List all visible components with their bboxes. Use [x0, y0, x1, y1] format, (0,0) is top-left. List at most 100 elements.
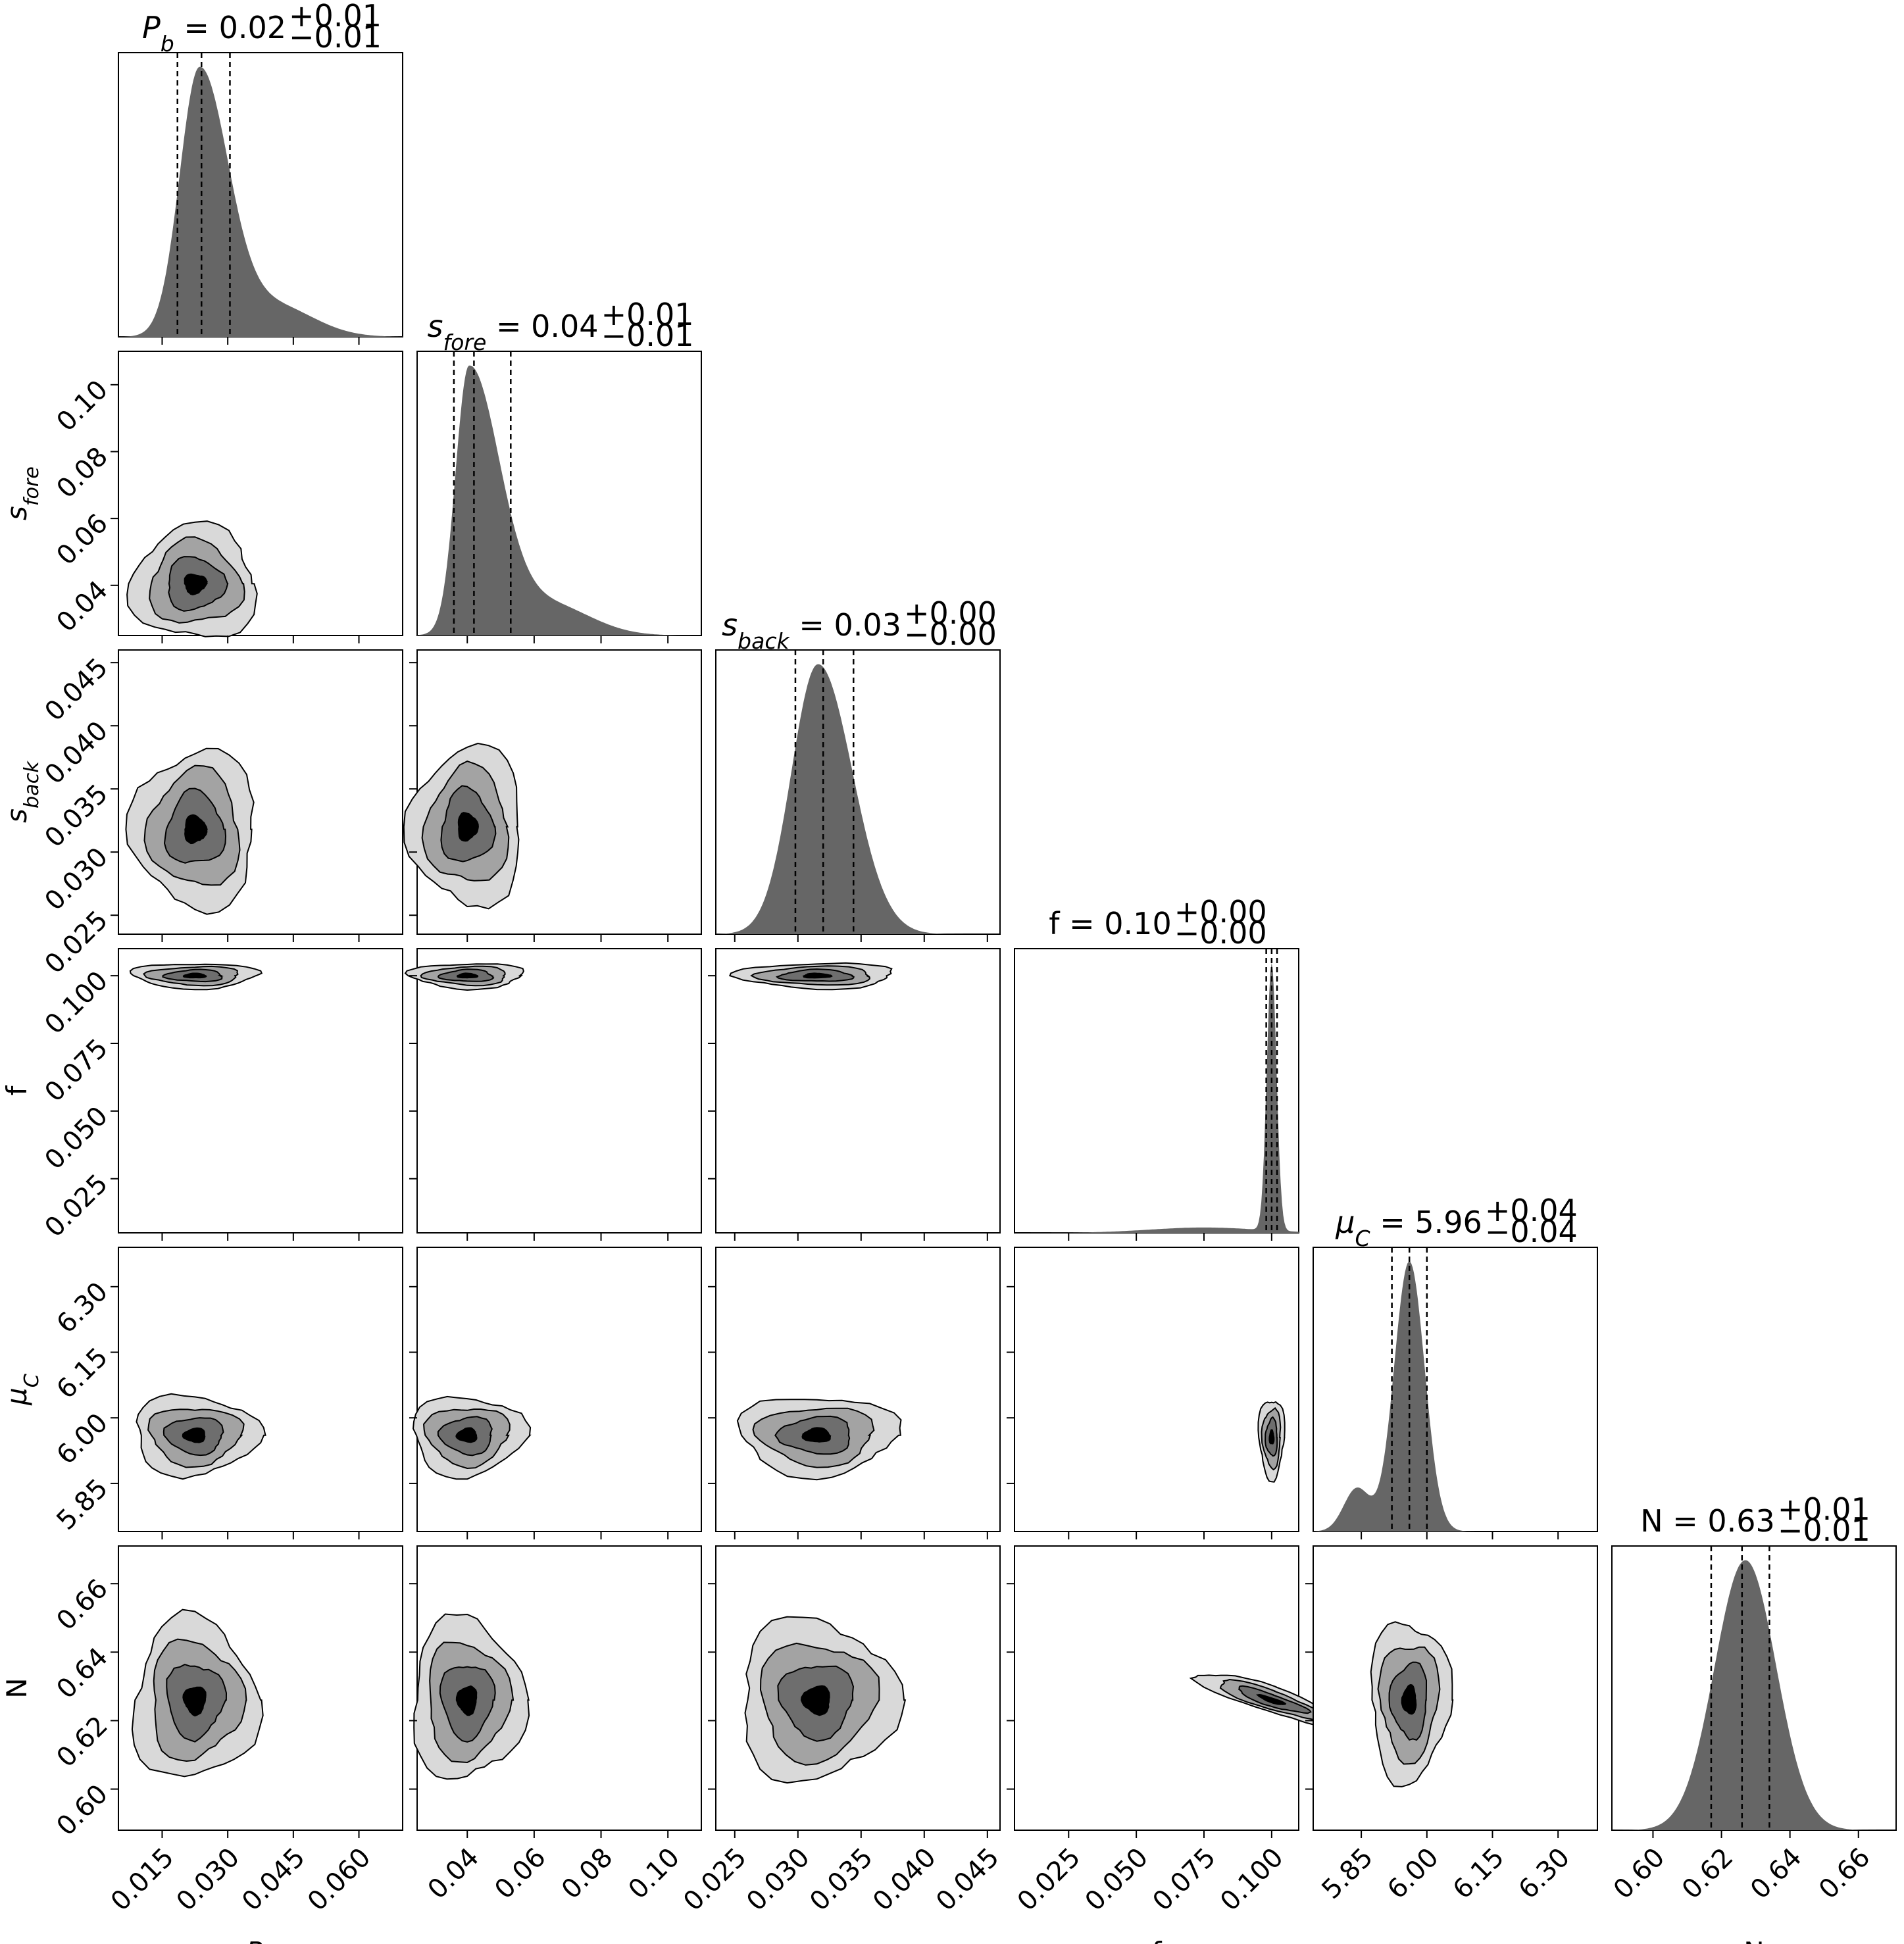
x-axis-label-sback: sback: [827, 1936, 889, 1944]
title-minus-error: −0.00: [904, 616, 997, 652]
contour-panel-sback-f: [708, 948, 1001, 1241]
title-sfore: sfore = 0.04: [427, 309, 598, 355]
panel-frame: [118, 1247, 403, 1532]
title-minus-error: −0.01: [1778, 1512, 1870, 1548]
y-tick-label: 0.06: [51, 509, 114, 572]
y-tick-label: 0.025: [39, 905, 114, 980]
histogram-fill: [118, 66, 403, 337]
x-tick-label: 0.64: [1745, 1842, 1808, 1905]
contour-panel-Pb-muC: [111, 1247, 403, 1539]
contour-level-4: [1255, 1693, 1287, 1705]
contour-panel-Pb-N: [111, 1545, 403, 1838]
x-tick-label: 0.66: [1813, 1842, 1876, 1905]
y-tick-label: 0.62: [51, 1710, 114, 1774]
y-tick-label: 0.025: [39, 1168, 114, 1243]
contour-panel-sfore-muC: [409, 1247, 702, 1539]
contour-panel-Pb-sfore: [111, 351, 403, 643]
histogram-fill: [417, 365, 701, 636]
x-tick-label: 0.030: [171, 1842, 246, 1917]
contour-panel-f-muC: [1007, 1247, 1299, 1539]
y-tick-label: 0.050: [39, 1101, 114, 1176]
x-axis-label-N: N: [1743, 1936, 1764, 1944]
y-tick-label: 6.30: [51, 1276, 114, 1339]
contour-panel-sback-muC: [708, 1247, 1001, 1539]
histogram-panel-muC: μC = 5.96 +0.04−0.04: [1313, 1193, 1598, 1539]
title-plus-error: +0.01: [289, 0, 382, 34]
x-tick-label: 5.85: [1316, 1842, 1379, 1905]
panel-frame: [715, 948, 1001, 1234]
title-muC: μC = 5.96: [1335, 1205, 1482, 1251]
histogram-fill: [1015, 962, 1299, 1233]
title-minus-error: −0.01: [601, 318, 694, 353]
contour-panel-sfore-f: [404, 948, 702, 1241]
contour-panel-Pb-sback: [111, 649, 403, 942]
contour-level-4: [182, 1686, 207, 1717]
title-minus-error: −0.01: [289, 19, 382, 55]
y-tick-label: 6.15: [51, 1342, 114, 1405]
x-tick-label: 0.050: [1080, 1842, 1155, 1917]
histogram-panel-sback: sback = 0.03 +0.00−0.00: [715, 595, 1001, 942]
x-tick-label: 6.30: [1513, 1842, 1576, 1905]
contour-level-4: [455, 1685, 478, 1716]
x-tick-label: 0.045: [930, 1842, 1005, 1917]
x-tick-label: 0.06: [489, 1842, 552, 1905]
contour-level-4: [455, 1427, 478, 1443]
panel-frame: [118, 948, 403, 1234]
x-tick-label: 0.62: [1676, 1842, 1740, 1905]
title-f: f = 0.10: [1049, 906, 1171, 941]
contour-level-4: [182, 1427, 206, 1443]
contour-panel-sfore-N: [409, 1545, 702, 1838]
title-plus-error: +0.01: [1778, 1491, 1870, 1527]
panel-frame: [1313, 1545, 1598, 1831]
contour-level-4: [802, 972, 833, 979]
y-axis-label-muC: μC: [1, 1374, 43, 1406]
y-axis-label-f: f: [1, 1085, 33, 1095]
x-tick-label: 0.015: [105, 1842, 180, 1917]
contour-panel-Pb-f: [111, 948, 403, 1241]
x-axis-label-sfore: sfore: [532, 1936, 586, 1944]
title-minus-error: −0.00: [1174, 915, 1267, 951]
x-tick-label: 0.60: [1608, 1842, 1671, 1905]
x-axis-label-Pb: Pb: [246, 1936, 276, 1944]
x-tick-label: 0.100: [1215, 1842, 1290, 1917]
histogram-panel-N: N = 0.63 +0.01−0.01: [1611, 1491, 1897, 1838]
y-axis-label-sfore: sfore: [1, 466, 43, 520]
y-tick-label: 0.08: [51, 441, 114, 505]
histogram-panel-sfore: sfore = 0.04 +0.01−0.01: [416, 297, 702, 643]
panel-frame: [715, 1247, 1001, 1532]
x-tick-label: 6.00: [1382, 1842, 1445, 1905]
title-plus-error: +0.04: [1485, 1193, 1578, 1228]
x-tick-label: 0.030: [741, 1842, 816, 1917]
panel-frame: [416, 948, 702, 1234]
panel-frame: [1014, 948, 1299, 1234]
contour-panel-f-N: [1007, 1545, 1355, 1838]
panel-frame: [416, 1247, 702, 1532]
y-tick-label: 0.035: [39, 779, 114, 854]
y-axis-label-sback: sback: [1, 760, 43, 823]
x-tick-label: 0.10: [623, 1842, 686, 1905]
histogram-fill: [1313, 1261, 1597, 1532]
title-Pb: Pb = 0.02: [142, 10, 286, 57]
y-axis-label-N: N: [1, 1678, 33, 1698]
contour-level-4: [184, 814, 208, 845]
x-tick-label: 6.15: [1447, 1842, 1511, 1905]
title-plus-error: +0.00: [1174, 894, 1267, 930]
contour-panel-sfore-sback: [403, 649, 702, 942]
title-N: N = 0.63: [1640, 1503, 1775, 1539]
x-tick-label: 0.025: [1012, 1842, 1087, 1917]
x-axis-N: 0.600.620.640.66 N: [1608, 1842, 1876, 1944]
y-tick-label: 0.045: [39, 653, 114, 728]
y-tick-label: 0.040: [39, 716, 114, 791]
contour-level-4: [456, 972, 479, 979]
contour-level-4: [184, 573, 209, 596]
contour-level-4: [457, 812, 479, 842]
y-tick-label: 0.60: [51, 1779, 114, 1842]
x-tick-label: 0.075: [1147, 1842, 1222, 1917]
contour-panel-muC-N: [1305, 1545, 1598, 1838]
panel-frame: [1313, 1247, 1598, 1532]
